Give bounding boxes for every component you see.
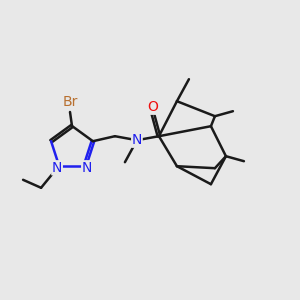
Text: O: O <box>148 100 158 114</box>
Text: N: N <box>82 161 92 175</box>
Text: N: N <box>132 133 142 147</box>
Text: Br: Br <box>62 95 78 109</box>
Text: N: N <box>52 161 62 175</box>
